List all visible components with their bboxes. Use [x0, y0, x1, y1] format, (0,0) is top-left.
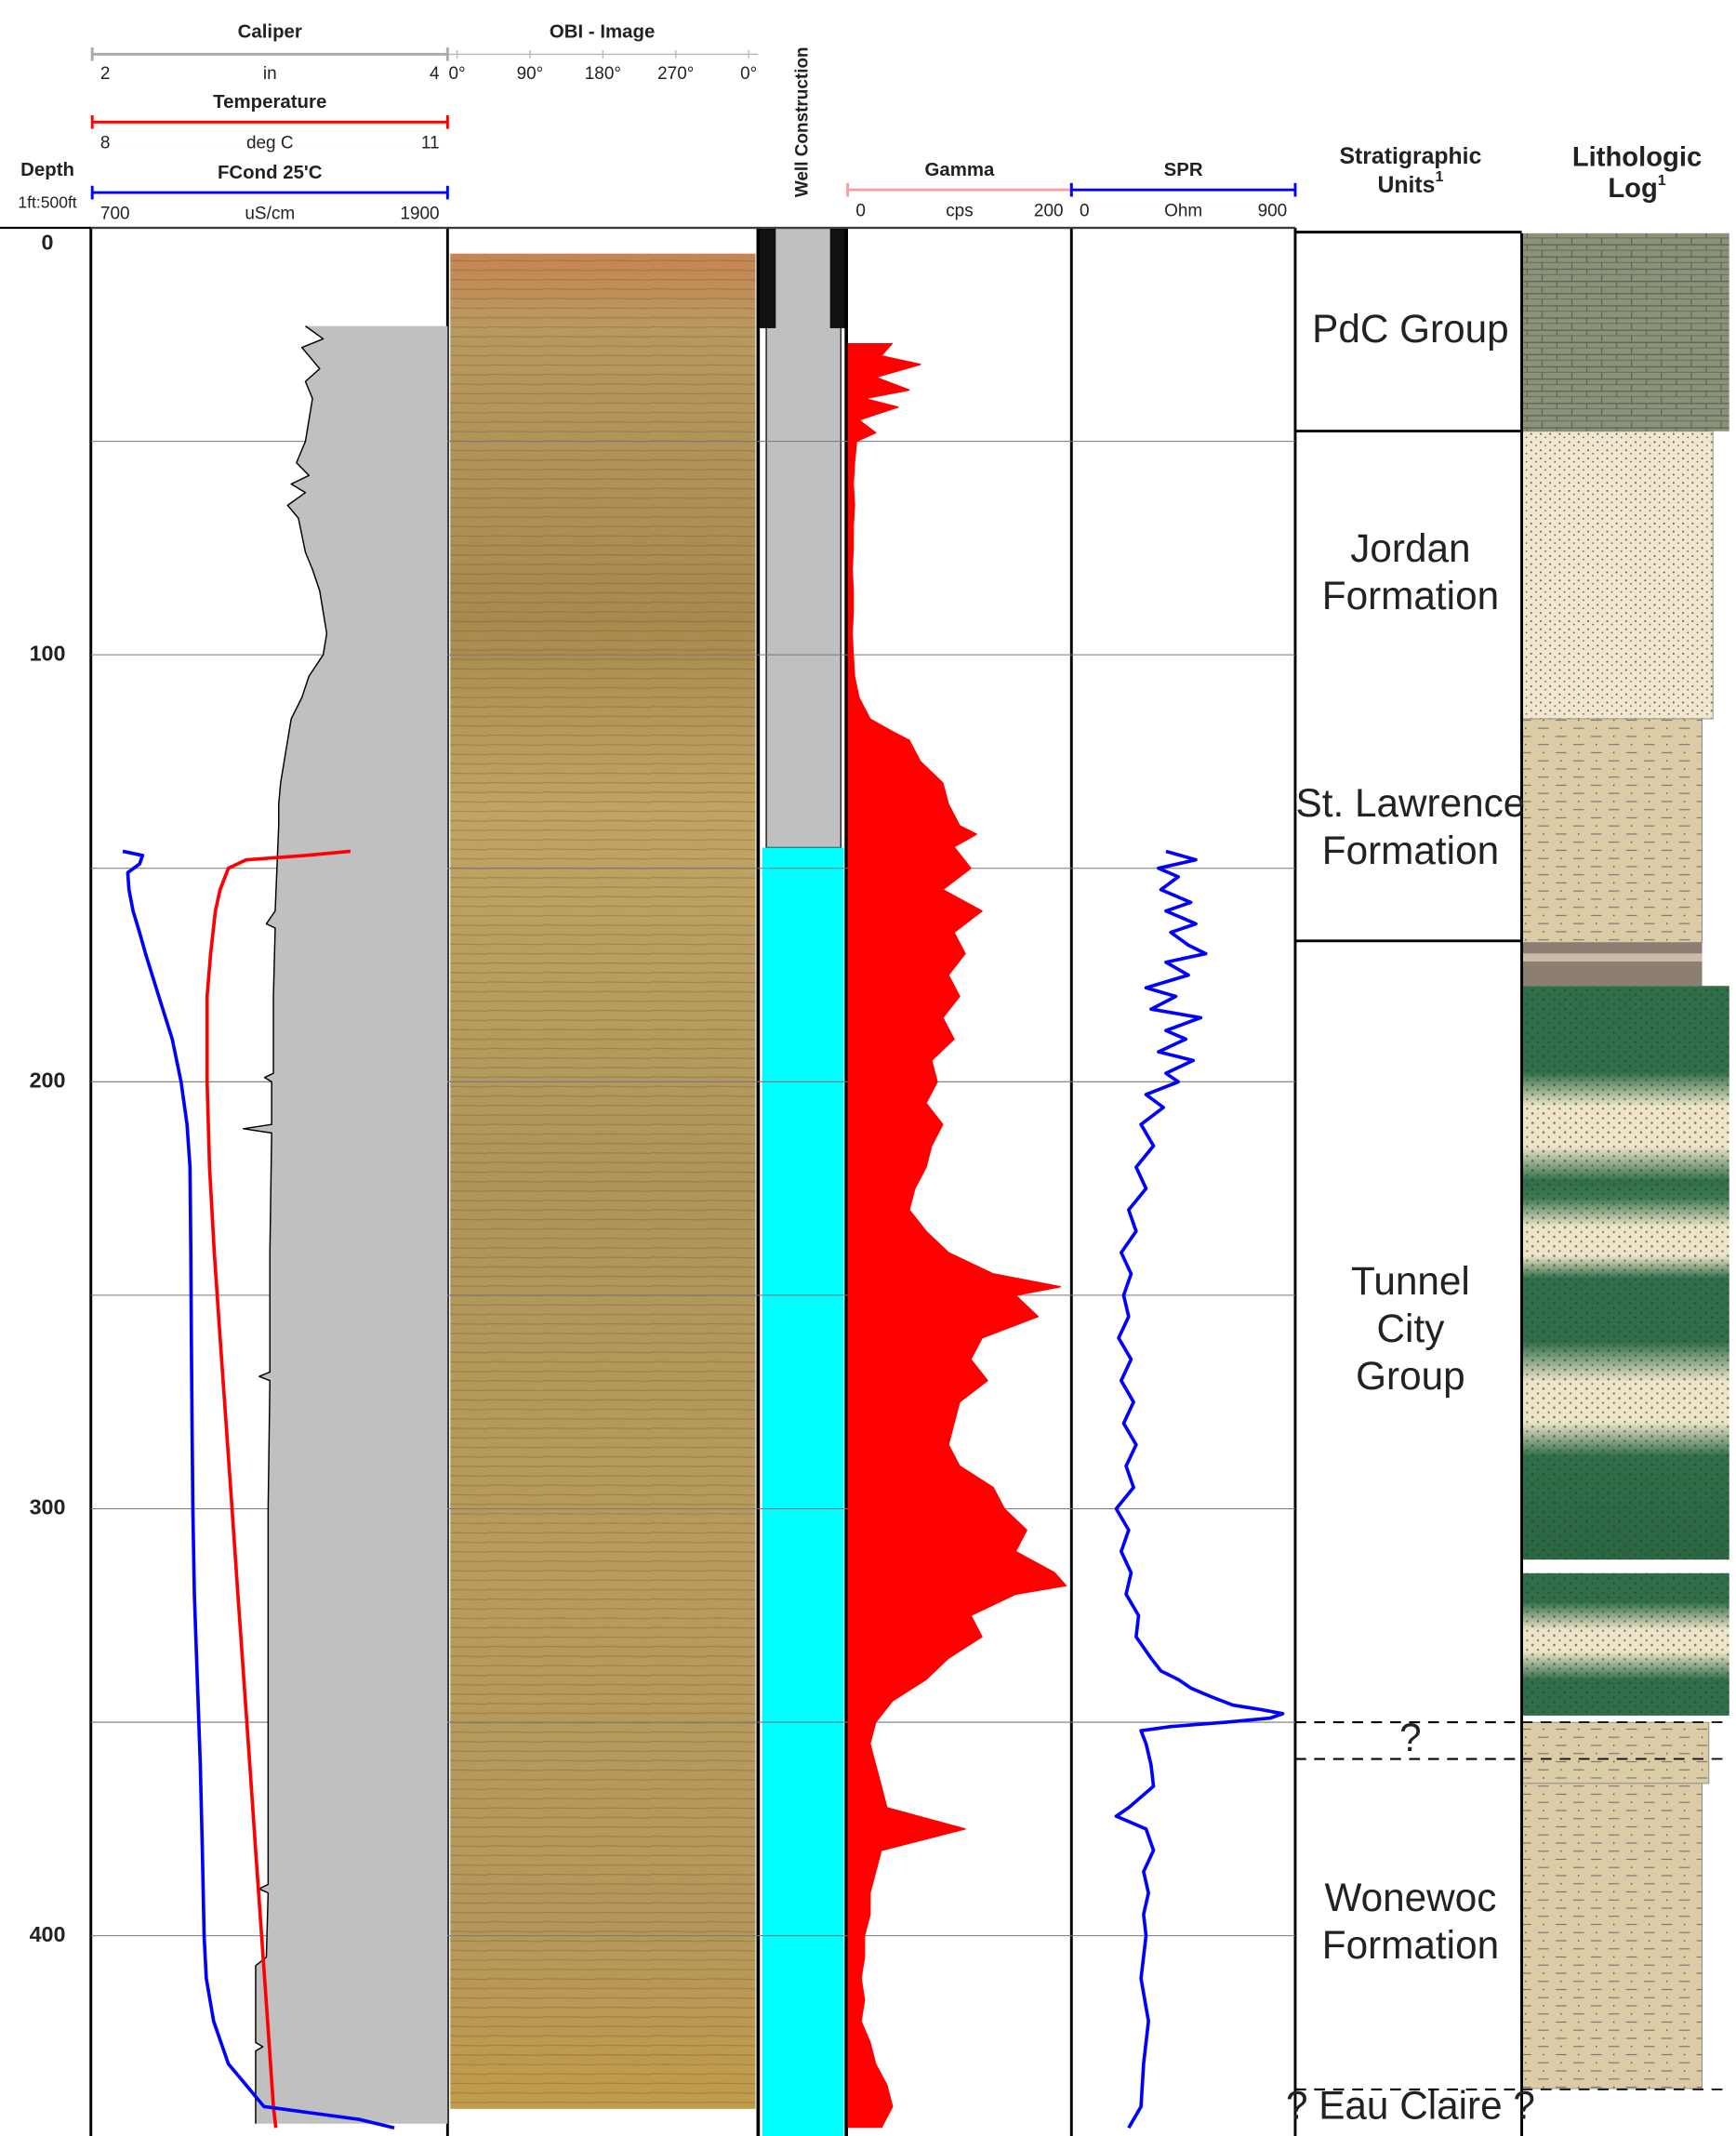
unit-label: ? Eau Claire ? — [1286, 2084, 1535, 2128]
series-max: 900 — [1258, 202, 1288, 221]
litho-sandstone — [1521, 431, 1714, 720]
y-tick-label: 300 — [30, 1495, 66, 1519]
litho-sandstone — [1521, 1783, 1703, 2090]
series-unit: cps — [946, 202, 974, 221]
litho-glauconitic-dots — [1521, 986, 1729, 1560]
units-title-text: Stratigraphic — [1340, 144, 1482, 169]
y-tick-label: 0 — [42, 231, 54, 255]
curve-fill — [243, 325, 448, 2124]
series-max: 4 — [430, 64, 440, 84]
series-name: Caliper — [238, 21, 302, 42]
series-unit: uS/cm — [245, 204, 295, 223]
unit-label: Group — [1356, 1354, 1465, 1398]
series-name: SPR — [1164, 160, 1203, 180]
steel-casing — [829, 228, 847, 328]
curve — [122, 849, 395, 2130]
series-name: Gamma — [925, 160, 996, 180]
series-max: 1900 — [400, 204, 439, 223]
lithologic-log — [1521, 232, 1729, 2090]
litho-title-text: Log — [1608, 174, 1657, 204]
steel-casing — [759, 228, 776, 328]
curve — [851, 342, 1067, 2129]
series-name: FCond 25'C — [218, 163, 323, 183]
unit-label: ? — [1399, 1716, 1422, 1759]
litho-shale — [1521, 942, 1703, 987]
units-title: Stratigraphic Units1 — [1340, 144, 1482, 198]
series-min: 0 — [1080, 202, 1090, 221]
litho-title: Lithologic Log1 — [1572, 142, 1702, 204]
x-tick-label: 90° — [517, 64, 544, 84]
depth-label: Depth — [20, 160, 74, 180]
footnote: 1 — [1658, 172, 1666, 189]
series-max: 200 — [1034, 202, 1064, 221]
litho-title-text: Lithologic — [1572, 142, 1702, 172]
unit-label: Formation — [1322, 829, 1499, 872]
casing — [765, 227, 842, 849]
series-unit: deg C — [246, 134, 294, 153]
unit-label: City — [1377, 1307, 1446, 1350]
x-tick-label: 0° — [448, 64, 465, 84]
curve — [242, 325, 328, 2124]
y-tick-label: 100 — [30, 641, 66, 665]
unit-label: Formation — [1322, 1923, 1499, 1967]
unit-label: Jordan — [1350, 526, 1470, 570]
y-tick-label: 400 — [30, 1922, 66, 1946]
litho-dolomite — [1521, 232, 1729, 431]
units-title-text: Units — [1377, 172, 1435, 197]
series-min: 8 — [100, 134, 111, 153]
unit-label: PdC Group — [1312, 307, 1509, 351]
litho-sandstone — [1521, 1721, 1710, 1784]
series-name: Temperature — [213, 92, 326, 113]
series-max: 11 — [421, 134, 440, 153]
litho-siltstone — [1521, 718, 1703, 944]
series-unit: Ohm — [1164, 202, 1202, 221]
curve — [205, 849, 351, 2129]
unit-label: Wonewoc — [1324, 1876, 1496, 1919]
open-hole-water — [762, 847, 844, 2136]
x-tick-label: 270° — [657, 64, 694, 84]
y-tick-label: 200 — [30, 1068, 66, 1092]
litho-shale-band — [1521, 953, 1703, 962]
unit-label: Formation — [1322, 574, 1499, 617]
series-min: 2 — [100, 64, 111, 84]
x-tick-label: 0° — [740, 64, 757, 84]
well-construction-title: Well Construction — [793, 46, 813, 197]
obi-texture — [450, 253, 756, 2109]
series-min: 0 — [855, 202, 866, 221]
curve — [1114, 849, 1285, 2129]
series-unit: in — [263, 64, 277, 84]
curve-fill — [847, 342, 1067, 2129]
footnote: 1 — [1435, 168, 1443, 185]
unit-label: St. Lawrence — [1296, 781, 1526, 825]
depth-scale: 1ft:500ft — [18, 192, 76, 211]
series-min: 700 — [100, 204, 130, 223]
x-tick-label: 180° — [585, 64, 621, 84]
unit-label: Tunnel — [1351, 1259, 1470, 1303]
obi-title: OBI - Image — [550, 21, 655, 42]
litho-glauconitic-dots — [1521, 1572, 1729, 1716]
